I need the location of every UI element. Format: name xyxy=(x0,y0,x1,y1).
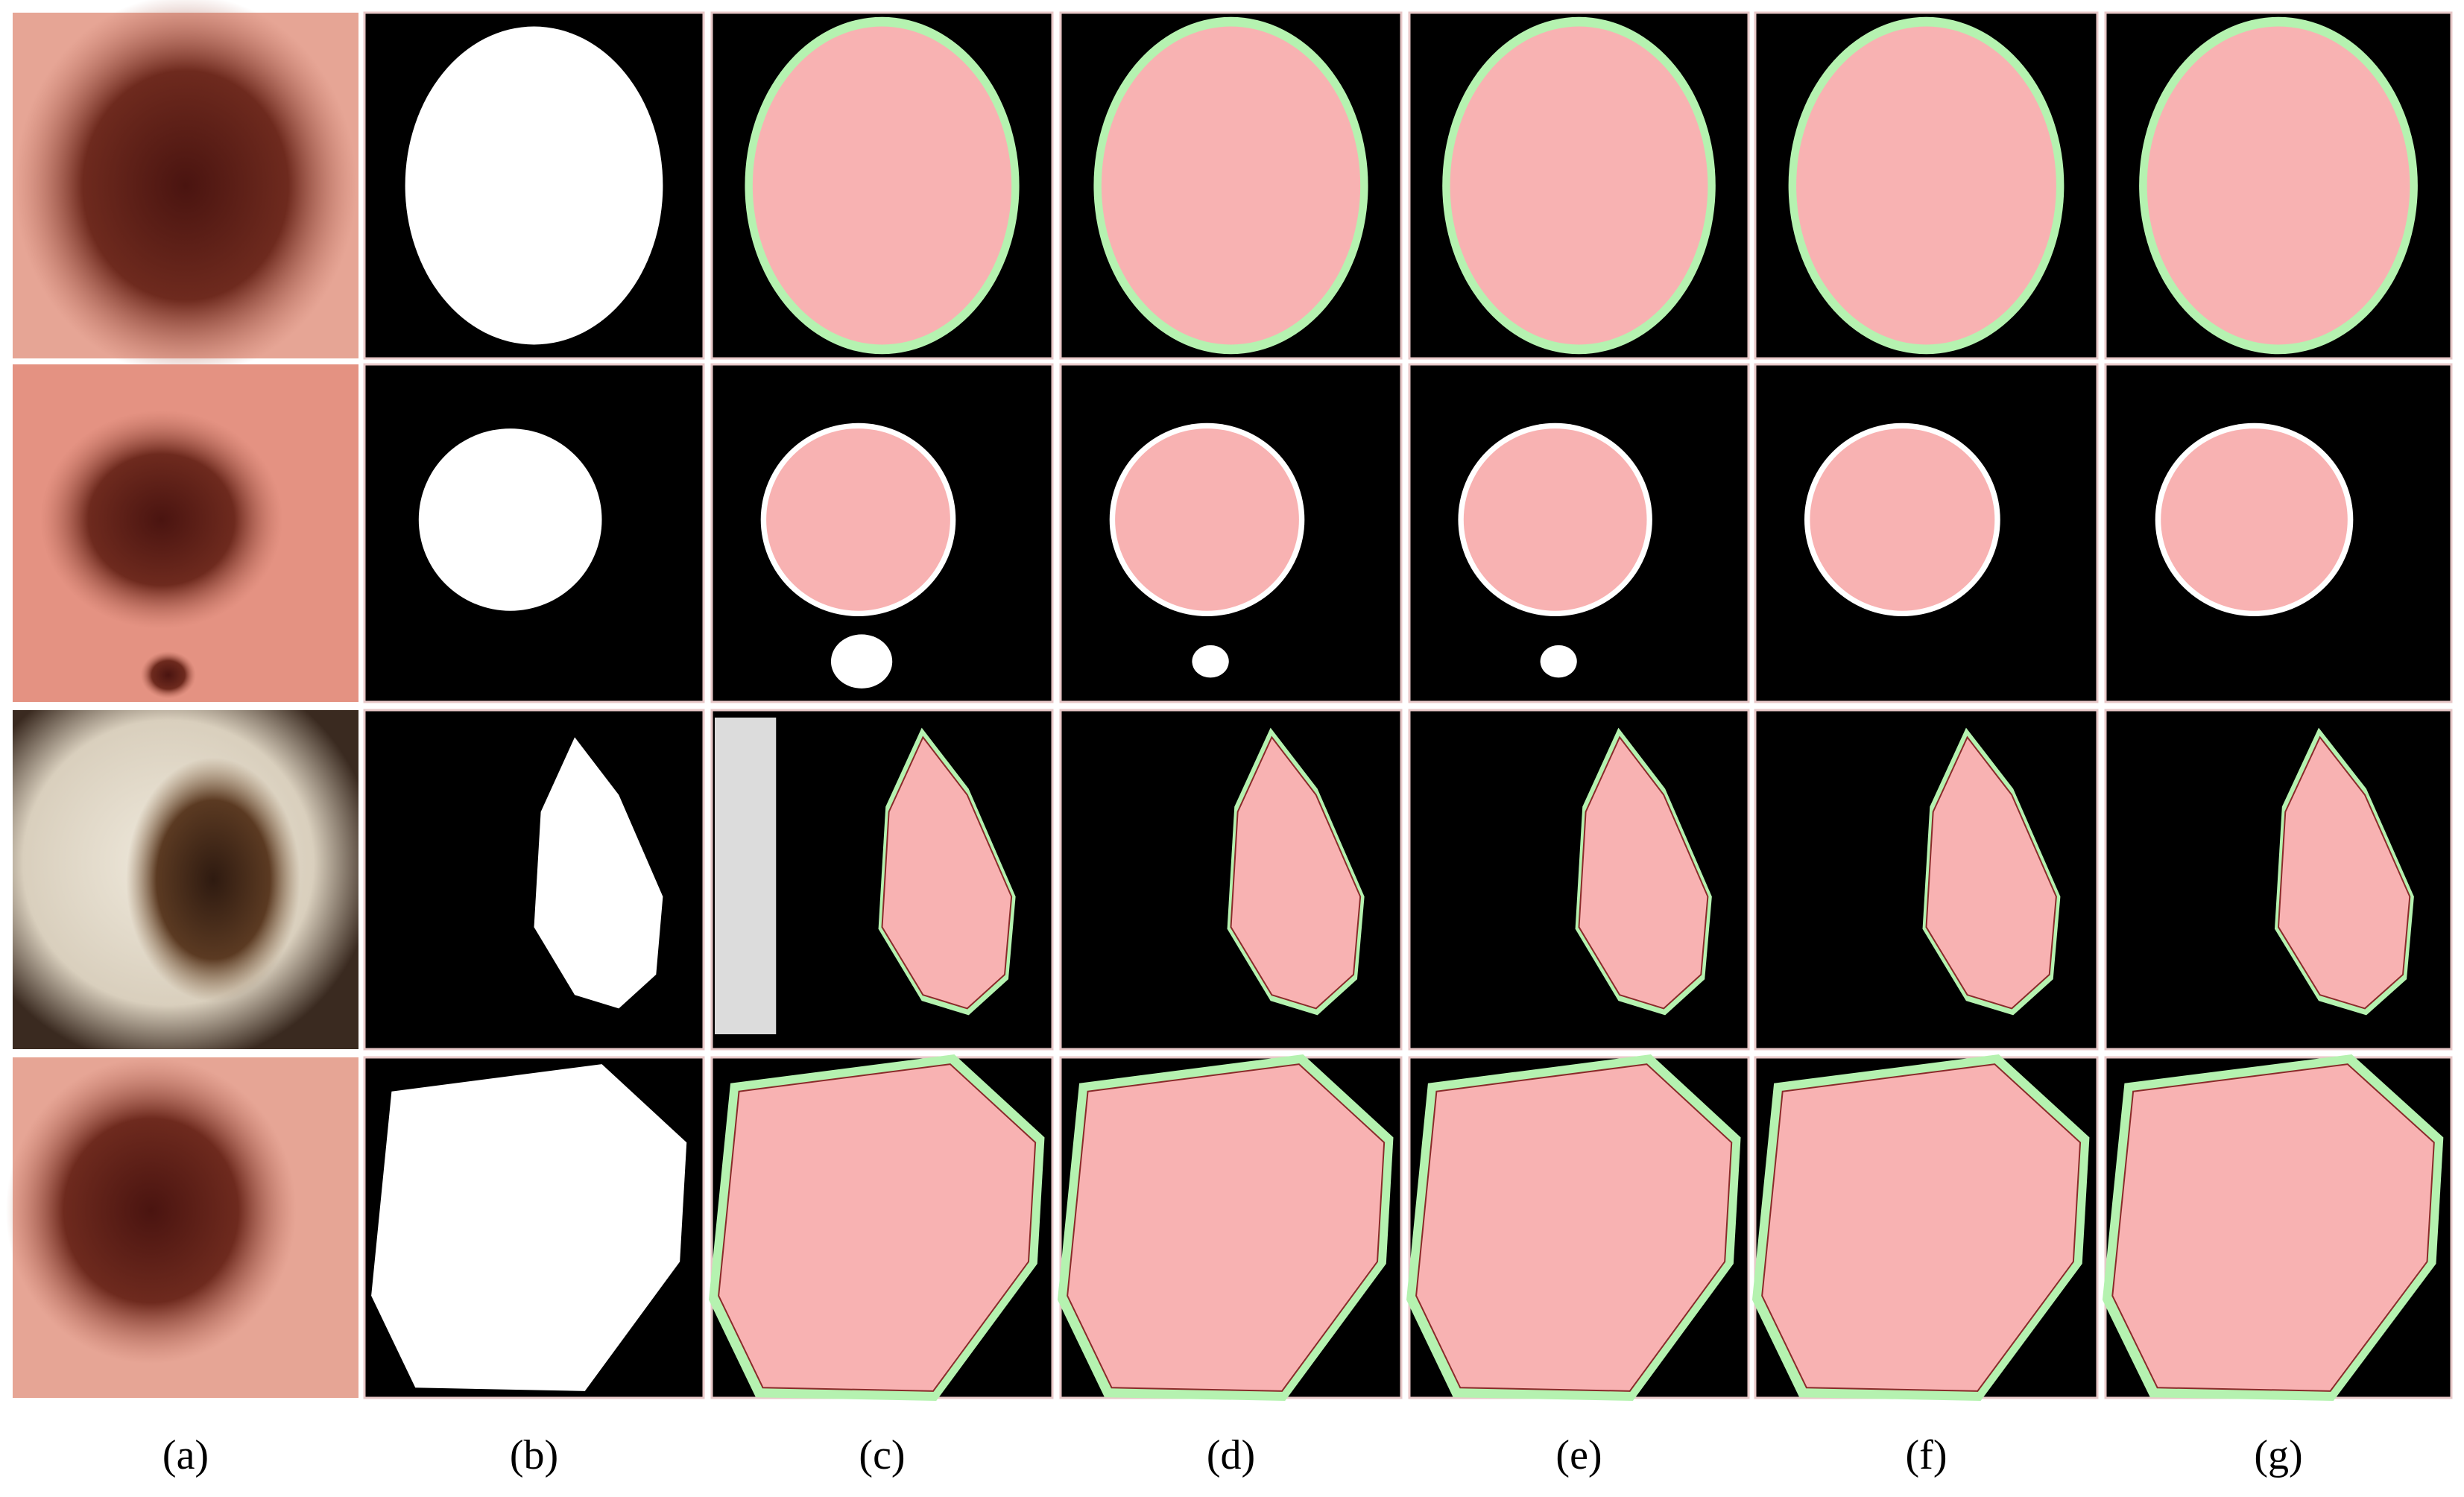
overlap-region xyxy=(1230,735,1362,1010)
false-positive xyxy=(1540,645,1577,678)
overlap-region xyxy=(1578,735,1709,1010)
overlap-region xyxy=(1415,1063,1733,1392)
overlap-region xyxy=(1810,428,1995,611)
lesion xyxy=(5,1057,297,1364)
overlap-region xyxy=(2277,735,2411,1010)
false-positive xyxy=(715,718,777,1034)
lesion xyxy=(40,410,283,630)
ground-truth xyxy=(371,1064,687,1391)
column-label: (d) xyxy=(1207,1432,1255,1478)
overlap-region xyxy=(2111,1063,2435,1392)
false-positive xyxy=(1192,645,1229,678)
lesion xyxy=(126,757,301,1002)
lesion xyxy=(14,0,357,377)
overlap-region xyxy=(1067,1063,1386,1392)
column-label: (f) xyxy=(1906,1432,1947,1478)
overlap-region xyxy=(752,26,1012,345)
ground-truth xyxy=(405,26,663,345)
overlap-region xyxy=(766,428,950,611)
overlap-region xyxy=(1115,428,1299,611)
overlap-region xyxy=(2146,26,2410,345)
column-label: (g) xyxy=(2254,1432,2302,1478)
false-positive xyxy=(830,634,893,689)
overlap-region xyxy=(718,1063,1037,1392)
column-label: (b) xyxy=(510,1432,558,1478)
lesion xyxy=(140,651,196,699)
overlap-region xyxy=(1450,26,1708,345)
overlap-region xyxy=(2161,428,2348,611)
overlap-region xyxy=(1796,26,2056,345)
overlap-region xyxy=(1925,735,2057,1010)
overlap-region xyxy=(1101,26,1361,345)
column-label: (c) xyxy=(859,1432,905,1478)
overlap-region xyxy=(1761,1063,2082,1392)
overlap-region xyxy=(1463,428,1647,611)
column-label: (a) xyxy=(162,1432,209,1478)
ground-truth xyxy=(418,428,602,611)
column-label: (e) xyxy=(1555,1432,1602,1478)
overlap-region xyxy=(881,735,1013,1010)
ground-truth xyxy=(534,737,663,1009)
